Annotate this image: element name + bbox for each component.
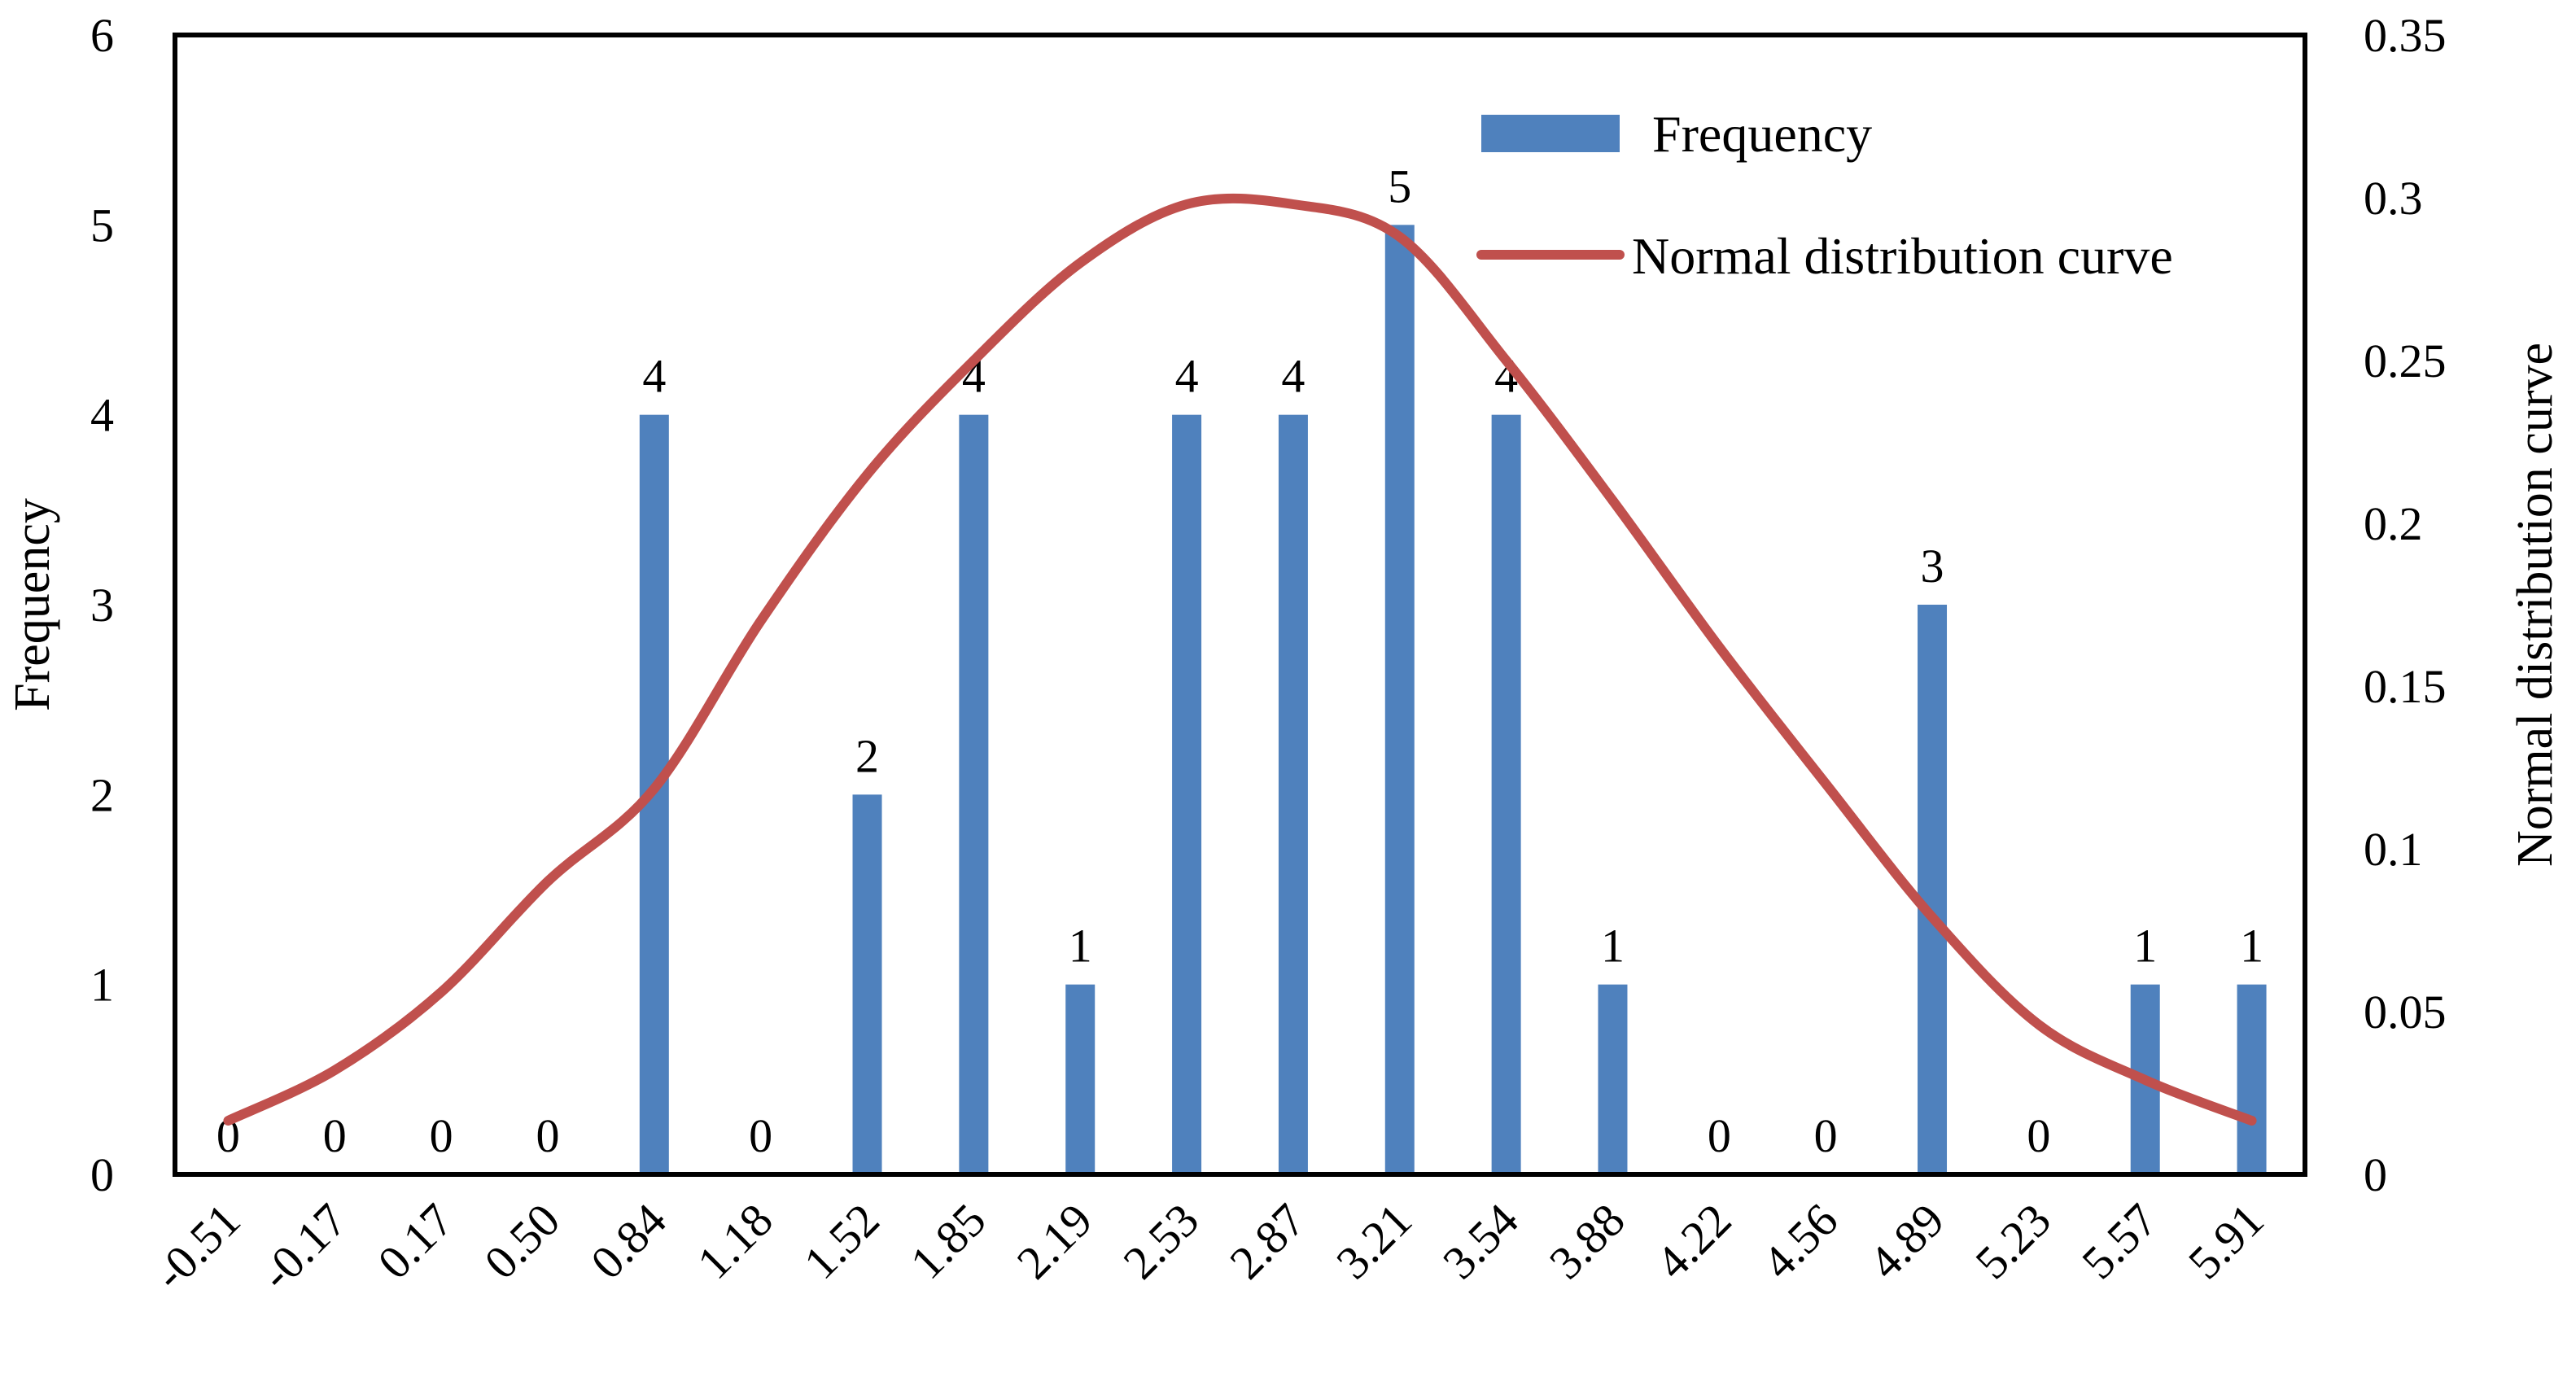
frequency-data-label-17: 0 [2027,1109,2050,1162]
frequency-data-label-6: 2 [855,729,879,782]
frequency-data-label-15: 0 [1814,1109,1838,1162]
frequency-data-label-19: 1 [2240,920,2263,973]
left-axis-tick-6: 6 [90,9,114,62]
right-axis-tick-2: 0.1 [2364,823,2423,876]
right-axis-tick-5: 0.25 [2364,334,2447,387]
right-axis-tick-7: 0.35 [2364,9,2447,62]
legend-frequency-swatch [1481,115,1620,152]
frequency-bar-13 [1598,984,1628,1174]
frequency-bar-8 [1065,984,1096,1174]
right-axis-tick-3: 0.15 [2364,660,2447,713]
frequency-data-label-16: 3 [1921,540,1944,592]
frequency-data-label-18: 1 [2133,920,2157,973]
right-axis-tick-1: 0.05 [2364,986,2447,1038]
frequency-bar-10 [1278,414,1308,1175]
frequency-bar-6 [852,794,882,1174]
frequency-data-label-14: 0 [1708,1109,1731,1162]
left-axis-title: Frequency [5,498,60,711]
frequency-data-label-1: 0 [323,1109,347,1162]
right-axis-title: Normal distribution curve [2508,343,2563,867]
right-axis-tick-4: 0.2 [2364,497,2423,550]
frequency-bar-7 [959,414,989,1175]
frequency-bars [639,225,2267,1175]
normal-distribution-curve-line [223,193,2257,1126]
frequency-bar-16 [1918,605,1948,1174]
frequency-data-label-5: 0 [749,1109,772,1162]
frequency-data-label-10: 4 [1281,350,1305,403]
frequency-data-label-9: 4 [1175,350,1199,403]
left-axis-tick-labels: 0 1 2 3 4 5 6 [90,9,114,1201]
right-axis-tick-6: 0.3 [2364,172,2423,225]
frequency-data-label-2: 0 [430,1109,453,1162]
frequency-data-label-3: 0 [536,1109,559,1162]
left-axis-tick-1: 1 [90,959,114,1012]
frequency-bar-9 [1172,414,1202,1175]
frequency-data-label-4: 4 [642,350,666,403]
left-axis-tick-2: 2 [90,768,114,821]
right-axis-tick-0: 0 [2364,1148,2387,1201]
right-axis-tick-labels: 0 0.05 0.1 0.15 0.2 0.25 0.3 0.35 [2364,9,2447,1201]
left-axis-tick-3: 3 [90,579,114,632]
plot-area-frame [173,33,2307,1177]
frequency-bar-11 [1384,225,1415,1174]
left-axis-tick-5: 5 [90,199,114,251]
frequency-bar-19 [2237,984,2267,1174]
frequency-bar-12 [1491,414,1521,1175]
legend-curve-label: Normal distribution curve [1632,227,2173,285]
left-axis-tick-4: 4 [90,389,114,442]
frequency-data-label-8: 1 [1069,920,1092,973]
frequency-data-label-13: 1 [1601,920,1625,973]
legend: Frequency Normal distribution curve [1476,105,2173,285]
frequency-data-label-11: 5 [1388,160,1411,212]
legend-frequency-label: Frequency [1652,105,1872,163]
left-axis-tick-0: 0 [90,1148,114,1201]
